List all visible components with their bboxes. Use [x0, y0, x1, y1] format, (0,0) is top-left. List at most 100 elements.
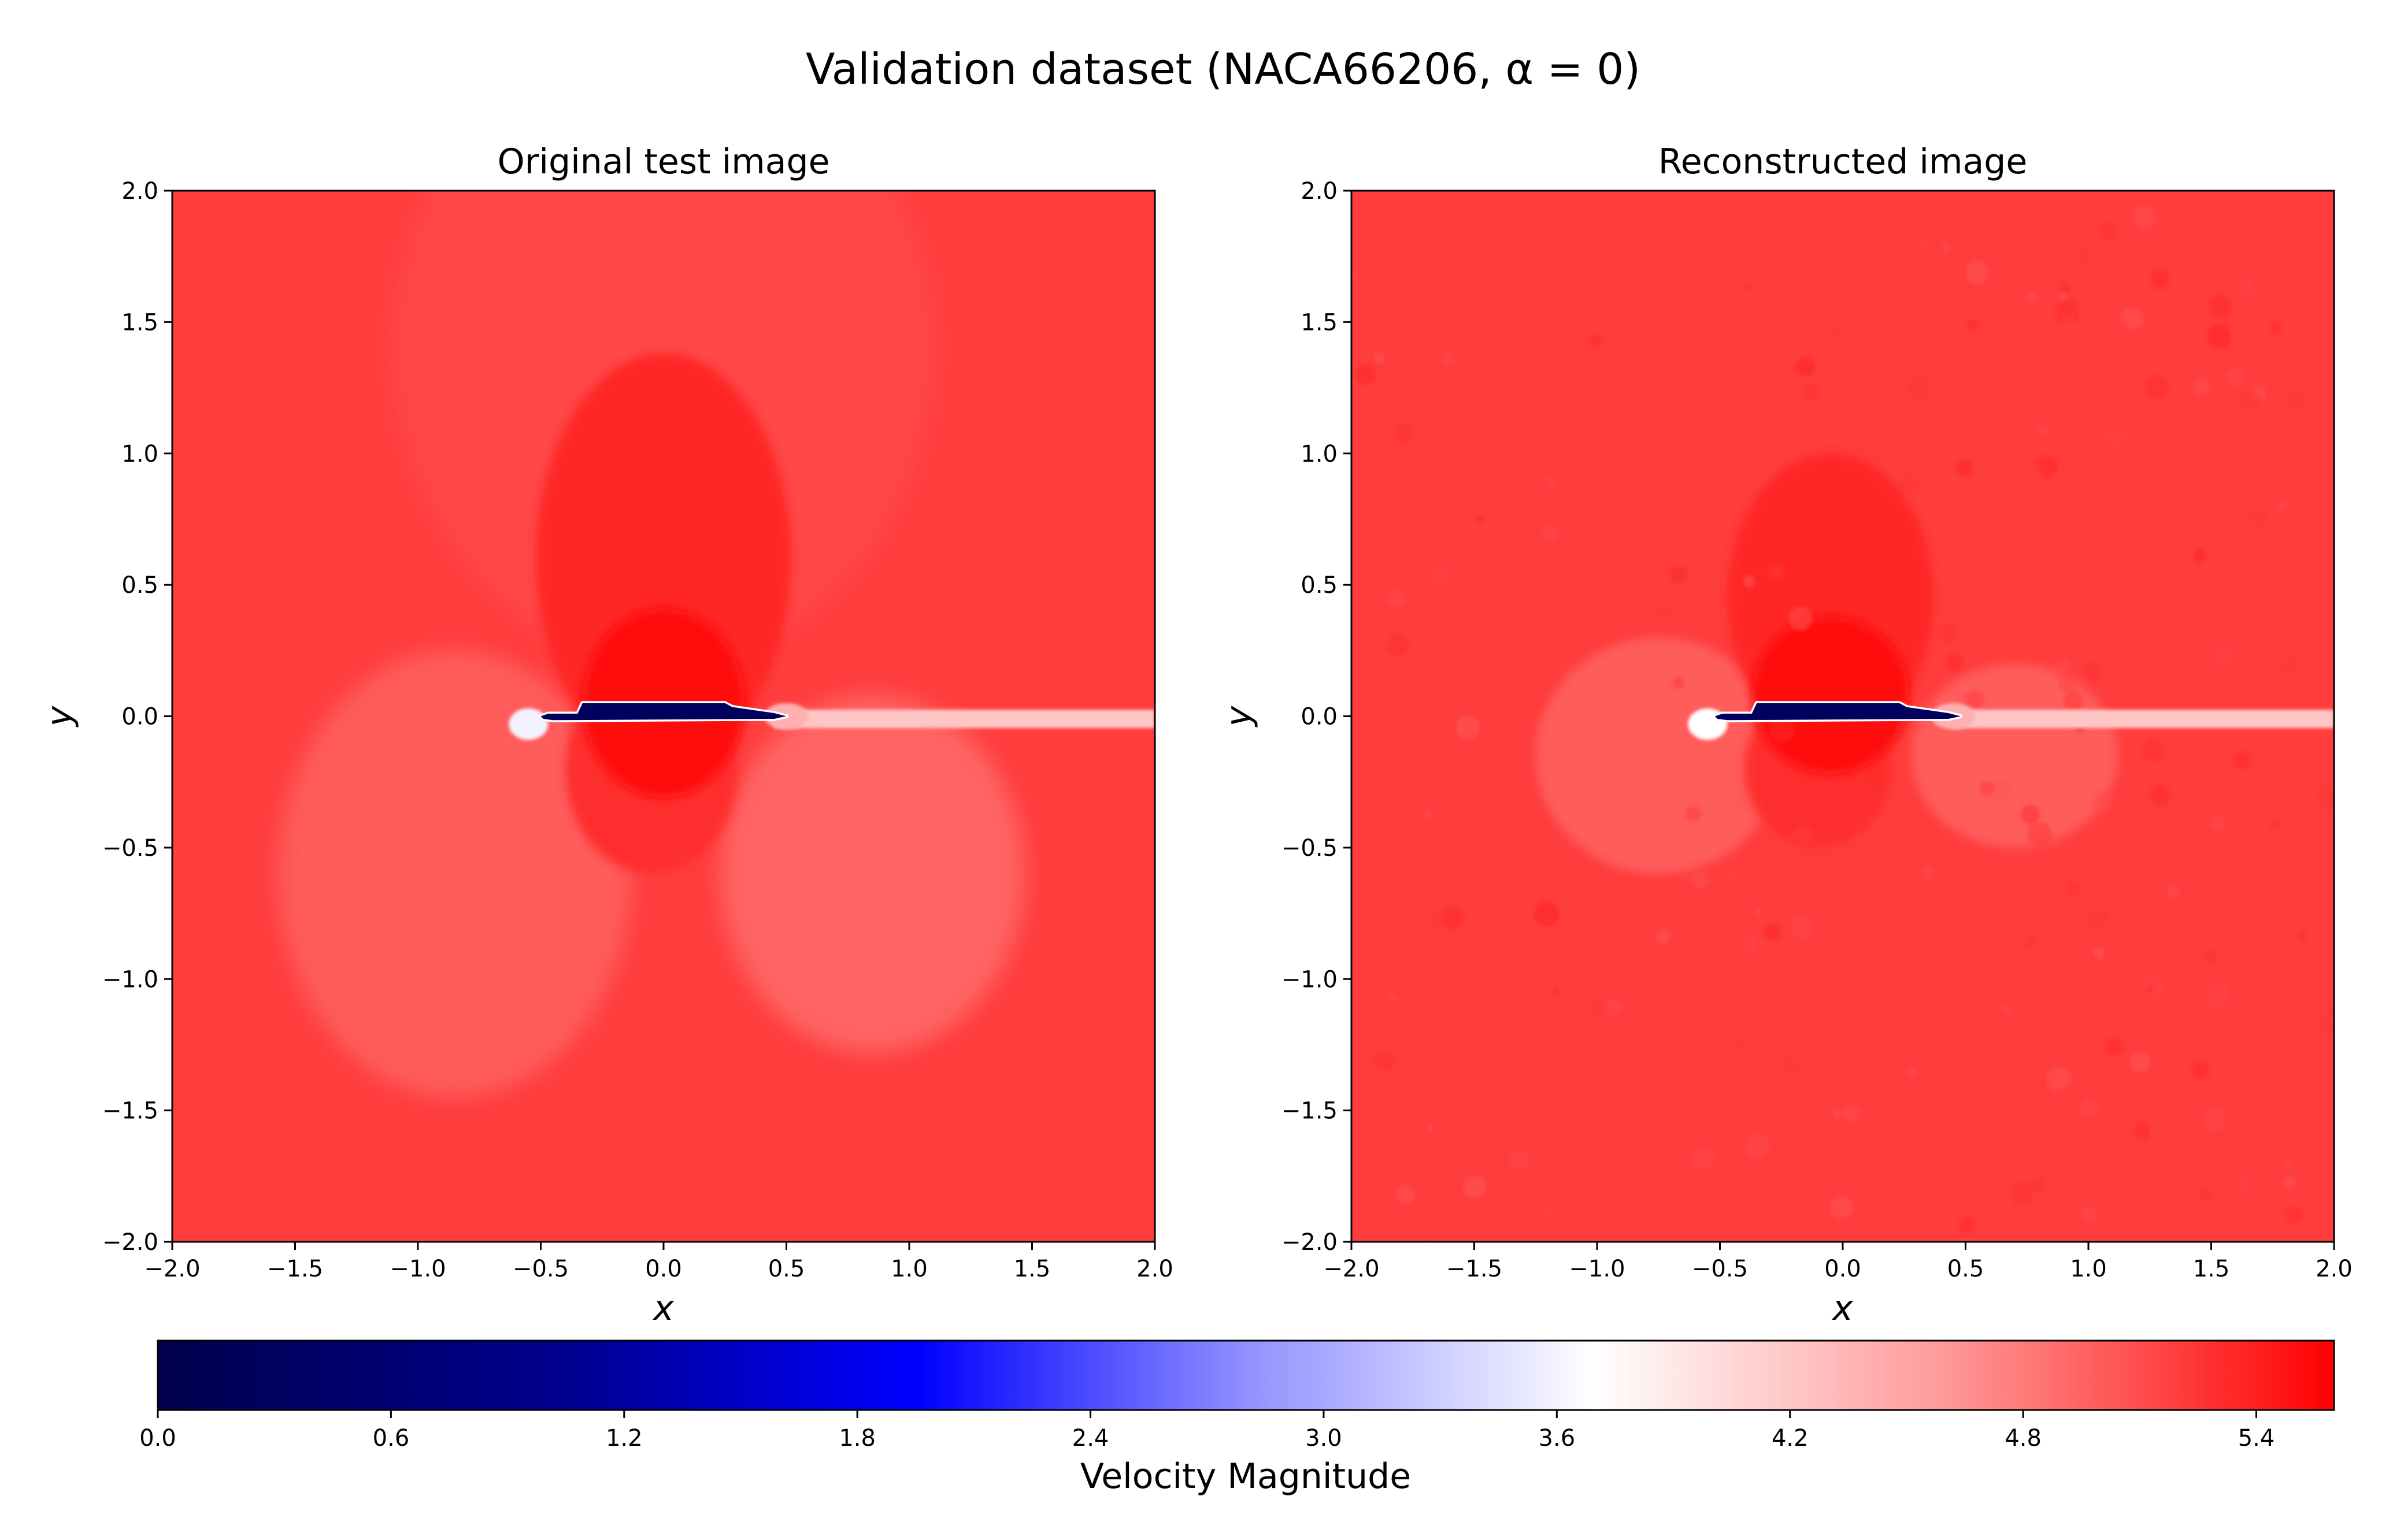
noise-speckle	[1656, 930, 1670, 944]
noise-speckle	[1899, 473, 1918, 493]
noise-speckle	[1669, 566, 1689, 585]
colorbar-tick-label: 1.2	[606, 1425, 643, 1452]
noise-speckle	[1604, 999, 1622, 1016]
airfoil-interior	[540, 703, 787, 721]
noise-speckle	[1729, 872, 1739, 882]
noise-speckle	[2054, 659, 2071, 676]
noise-speckle	[1965, 689, 1985, 709]
airfoil-interior	[1715, 703, 1961, 721]
x-tick-label: 1.0	[2070, 1256, 2107, 1282]
noise-speckle	[1958, 1216, 1976, 1234]
heatmap-panel-1: Original test image −2.0 −1.5 −1.0 −0.5 0.0 0.…	[39, 142, 1173, 1329]
noise-speckle	[2133, 205, 2157, 230]
y-tick-label: 2.0	[121, 178, 158, 205]
colorbar-gradient	[157, 1339, 2335, 1411]
noise-speckle	[1542, 525, 1558, 540]
noise-speckle	[2320, 1018, 2334, 1034]
noise-speckle	[2146, 986, 2154, 994]
noise-speckle	[2250, 509, 2268, 527]
noise-speckle	[1389, 994, 1397, 1002]
y-tick-label: −1.5	[1281, 1098, 1338, 1125]
colorbar-tick-label: 0.0	[139, 1425, 176, 1452]
colorbar-tick-label: 4.8	[2005, 1425, 2042, 1452]
noise-speckle	[1685, 806, 1702, 822]
y-tick-label: −0.5	[1281, 835, 1338, 862]
noise-speckle	[2066, 882, 2081, 897]
noise-speckle	[1833, 1109, 1842, 1118]
noise-speckle	[1351, 1099, 1357, 1107]
noise-speckle	[1921, 866, 1935, 881]
x-tick-label: −1.5	[267, 1256, 323, 1282]
noise-speckle	[1526, 213, 1546, 233]
noise-speckle	[2036, 425, 2049, 437]
noise-speckle	[2207, 324, 2232, 349]
noise-speckle	[2121, 308, 2144, 331]
noise-speckle	[1743, 575, 1755, 588]
noise-speckle	[2238, 1177, 2251, 1191]
noise-speckle	[1764, 574, 1788, 599]
noise-speckle	[1485, 896, 1496, 908]
noise-speckle	[2092, 791, 2113, 811]
x-tick-label: −2.0	[1323, 1256, 1379, 1282]
colorbar: 0.0 0.6 1.2 1.8 2.4 3.0 3.6 4.2 4.8 5.4 Velocity …	[139, 1339, 2335, 1497]
noise-speckle	[1465, 1023, 1476, 1034]
noise-speckle	[1443, 352, 1456, 365]
noise-speckle	[2029, 1177, 2046, 1193]
noise-speckle	[1854, 832, 1866, 844]
lower-left-lobe	[1535, 637, 1781, 874]
noise-speckle	[1999, 265, 2010, 276]
noise-speckle	[1980, 781, 1994, 796]
noise-speckle	[1907, 1067, 1917, 1077]
noise-speckle	[2211, 816, 2226, 830]
noise-speckle	[2202, 949, 2218, 965]
lower-right-lobe	[1912, 663, 2118, 848]
noise-speckle	[1496, 1179, 1511, 1193]
x-tick-label: 0.5	[768, 1256, 805, 1282]
x-tick-label: 1.0	[891, 1256, 928, 1282]
y-tick-label: 0.0	[121, 704, 158, 730]
noise-speckle	[1869, 767, 1887, 785]
noise-speckle	[2142, 740, 2165, 762]
x-axis-label: x	[1831, 1288, 1853, 1329]
lower-left-lobe	[277, 650, 632, 1097]
noise-speckle	[2150, 269, 2170, 290]
colorbar-tick-label: 4.2	[1772, 1425, 1809, 1452]
noise-speckle	[2057, 671, 2079, 693]
noise-speckle	[2129, 1051, 2151, 1073]
noise-speckle	[1588, 998, 1607, 1017]
colorbar-tick-label: 2.4	[1072, 1425, 1109, 1452]
noise-speckle	[1653, 601, 1672, 621]
x-tick-label: −0.5	[513, 1256, 569, 1282]
x-tick-label: 1.5	[1014, 1256, 1051, 1282]
noise-speckle	[2193, 378, 2211, 396]
noise-speckle	[1455, 715, 1480, 740]
noise-speckle	[2199, 1189, 2213, 1202]
noise-speckle	[2269, 321, 2282, 334]
noise-speckle	[2149, 784, 2171, 806]
noise-speckle	[2209, 294, 2233, 318]
noise-speckle	[2024, 935, 2038, 949]
x-axis-label: x	[652, 1288, 674, 1329]
noise-speckle	[1538, 979, 1554, 995]
colorbar-ticks: 0.0 0.6 1.2 1.8 2.4 3.0 3.6 4.2 4.8 5.4	[139, 1410, 2275, 1452]
lower-right-lobe	[720, 695, 1025, 1053]
noise-speckle	[1538, 1201, 1555, 1219]
noise-speckle	[1976, 1090, 1994, 1108]
noise-speckle	[1842, 1104, 1861, 1123]
noise-speckle	[1791, 916, 1814, 940]
noise-speckle	[1396, 1186, 1415, 1205]
x-tick-label: −0.5	[1692, 1256, 1748, 1282]
noise-speckle	[2133, 1123, 2150, 1140]
noise-speckle	[1829, 1195, 1853, 1220]
noise-speckle	[1351, 268, 1357, 280]
y-tick-label: 0.5	[121, 572, 158, 599]
y-tick-label: −1.5	[102, 1098, 158, 1125]
noise-speckle	[2168, 886, 2180, 899]
y-tick-label: 0.0	[1301, 704, 1338, 730]
y-axis-label: y	[1218, 705, 1259, 728]
noise-speckle	[2206, 982, 2230, 1007]
noise-speckle	[2277, 502, 2287, 511]
noise-speckle	[1907, 377, 1931, 400]
noise-speckle	[2055, 299, 2081, 325]
noise-speckle	[2279, 655, 2301, 677]
